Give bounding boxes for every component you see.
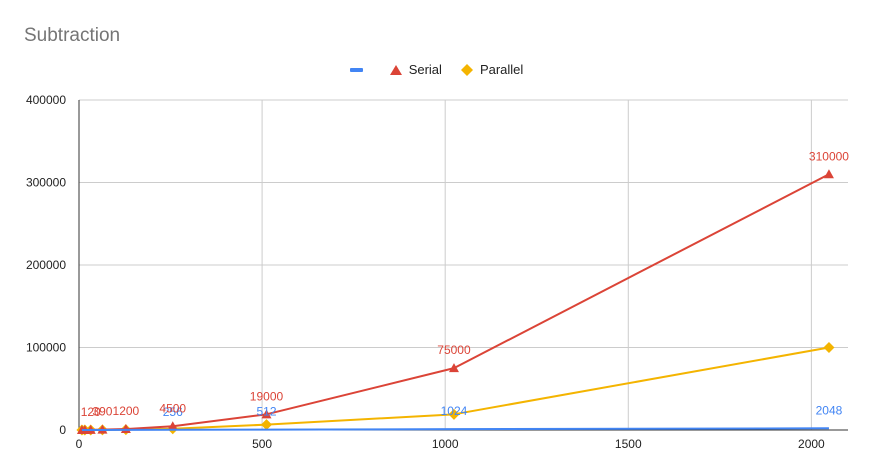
serial-point	[167, 421, 178, 431]
series-line-serial	[81, 173, 830, 431]
y-tick-label: 300000	[26, 176, 66, 190]
x-tick-label: 1000	[432, 437, 459, 451]
parallel-point	[823, 342, 835, 353]
data-label: 19000	[250, 389, 284, 403]
legend-item-parallel[interactable]: Parallel	[460, 62, 523, 77]
y-tick-label: 100000	[26, 341, 66, 355]
gridlines	[79, 99, 848, 431]
legend-item-series-1[interactable]	[349, 63, 371, 77]
legend: Serial Parallel	[0, 62, 872, 77]
series-layer	[76, 169, 835, 436]
serial-point	[448, 363, 459, 373]
serial-point	[261, 409, 272, 419]
data-label: 120	[81, 405, 101, 419]
chart-title: Subtraction	[24, 25, 121, 46]
x-tick-label: 500	[252, 437, 272, 451]
data-label: 4500	[159, 401, 186, 415]
data-label: 256	[163, 405, 183, 419]
legend-item-serial[interactable]: Serial	[389, 62, 442, 77]
y-tick-label: 200000	[26, 258, 66, 272]
data-label: 310000	[809, 149, 849, 163]
x-tick-label: 1500	[615, 437, 642, 451]
triangle-icon	[389, 64, 402, 75]
y-tick-label: 400000	[26, 93, 66, 107]
diamond-icon	[460, 63, 473, 76]
parallel-point	[260, 419, 272, 431]
y-tick-label: 0	[59, 423, 66, 437]
data-label: 1200	[113, 404, 140, 418]
parallel-point	[448, 408, 460, 420]
data-label: 1024	[441, 404, 468, 418]
legend-line-swatch	[349, 67, 363, 72]
axes: 0 100000 200000 300000 400000 0 500 1000 1500 200…	[26, 93, 848, 451]
legend-label-serial: Serial	[408, 62, 442, 77]
data-label: 75000	[437, 343, 471, 357]
data-label: 512	[256, 405, 276, 419]
series-line-series-1	[81, 427, 829, 431]
legend-label-parallel: Parallel	[479, 62, 524, 77]
x-tick-label: 0	[76, 437, 83, 451]
serial-point	[823, 169, 834, 179]
data-label: 390	[92, 405, 112, 419]
data-label: 2048	[816, 403, 843, 417]
x-tick-label: 2000	[798, 437, 825, 451]
